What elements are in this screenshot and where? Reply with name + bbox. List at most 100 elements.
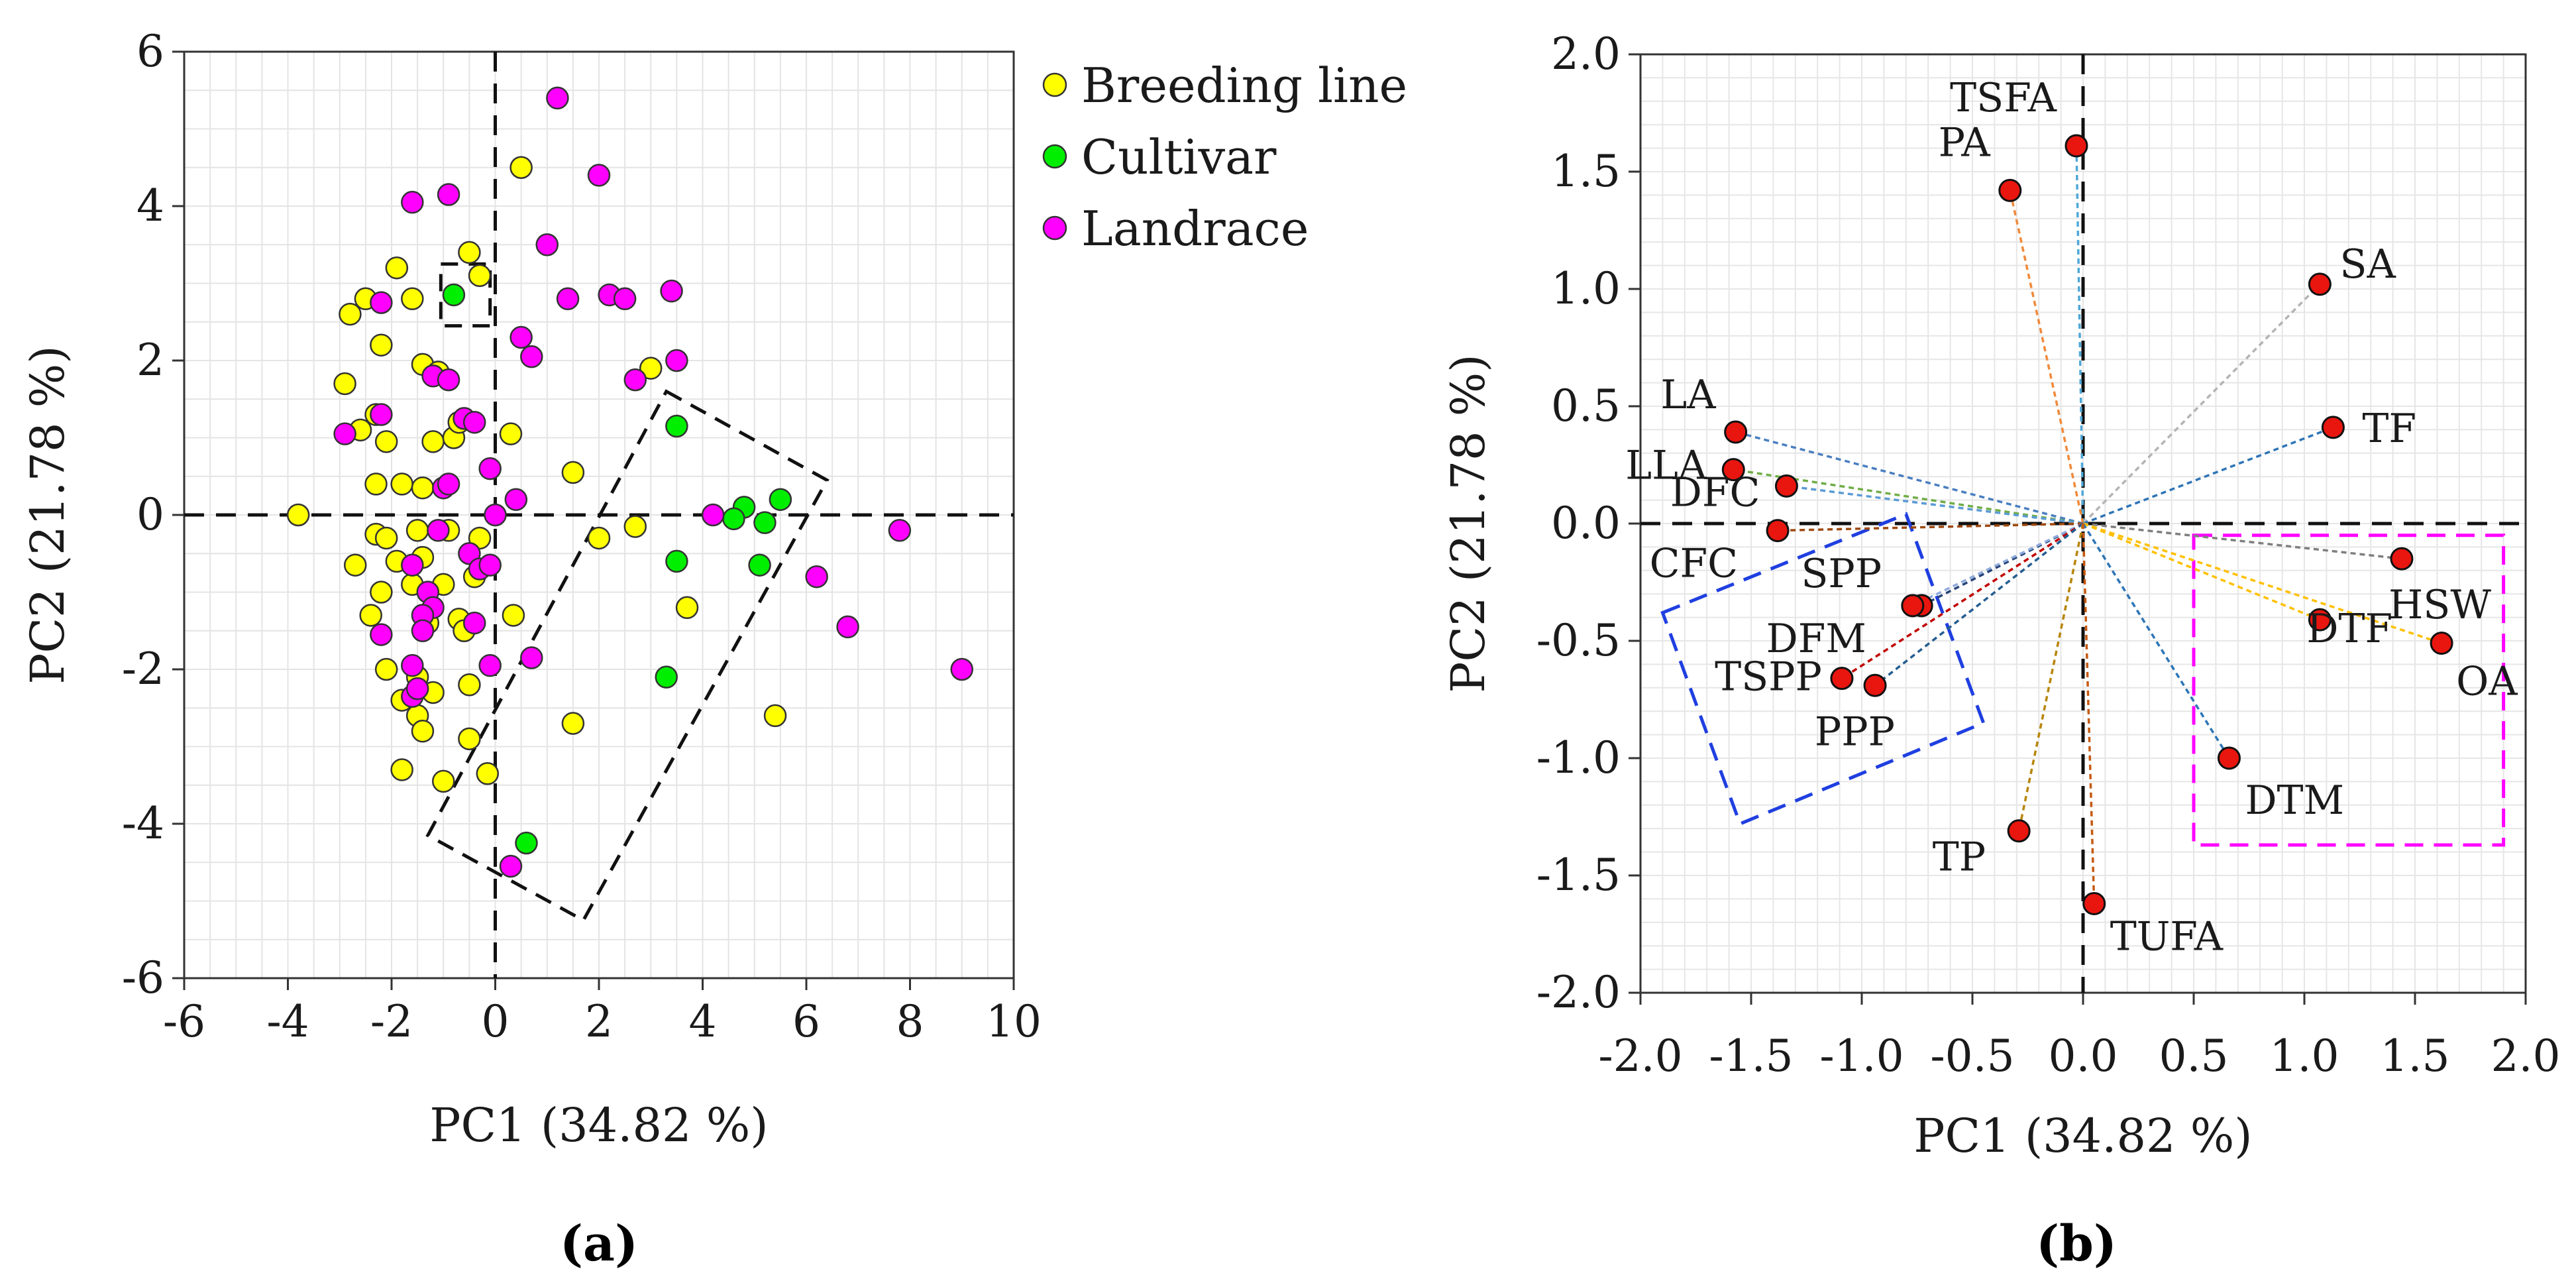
breeding-line-point xyxy=(432,769,455,793)
breeding-line-point xyxy=(374,657,398,681)
landrace-point xyxy=(520,646,543,669)
breeding-line-point xyxy=(476,762,500,785)
legend-marker-landrace xyxy=(1042,215,1067,241)
cultivar-point xyxy=(769,488,792,511)
landrace-point xyxy=(437,183,460,206)
breeding-line-point xyxy=(411,476,435,500)
loading-point-tsfa xyxy=(2065,134,2088,158)
loading-label-la: LA xyxy=(1660,372,1716,418)
breeding-line-point xyxy=(675,596,699,620)
loading-point-pa xyxy=(1998,178,2022,202)
breeding-line-point xyxy=(510,156,533,179)
y-tick-label: 1.0 xyxy=(1551,263,1621,314)
vector-tp xyxy=(2017,523,2084,832)
vector-tspp xyxy=(1841,522,2084,680)
landrace-point xyxy=(660,279,683,303)
landrace-point xyxy=(587,164,611,187)
cultivar-point xyxy=(722,507,745,531)
breeding-line-point xyxy=(370,581,393,604)
vector-tsfa xyxy=(2075,146,2084,524)
landrace-point xyxy=(370,623,393,646)
breeding-line-point xyxy=(587,526,611,550)
x-tick-label: -1.0 xyxy=(1819,1031,1904,1082)
breeding-line-point xyxy=(405,519,429,542)
panel-b-biplot: -2.0 -1.5 -1.0 -0.5 0.0 0.5 1.0 1.5 2.0 2.0 1.5 1.0… xyxy=(1441,28,2560,1272)
landrace-point xyxy=(556,287,580,311)
loading-label-tp: TP xyxy=(1933,834,1986,881)
y-tick-label: 1.5 xyxy=(1551,146,1621,197)
y-tick-label: 0.0 xyxy=(1551,498,1621,549)
breeding-line-point xyxy=(390,758,413,781)
breeding-line-point xyxy=(401,287,424,311)
breeding-line-point xyxy=(286,503,310,527)
y-tick-label: 0 xyxy=(136,489,164,540)
cultivar-point xyxy=(665,414,688,438)
landrace-point xyxy=(478,553,502,577)
landrace-point xyxy=(805,565,828,588)
x-tick-label: -0.5 xyxy=(1930,1031,2014,1082)
vector-dtf xyxy=(2082,522,2321,621)
vector-la xyxy=(1735,431,2084,525)
x-tick-label: 8 xyxy=(896,996,924,1047)
x-tick-label: 1.0 xyxy=(2270,1031,2339,1082)
legend-label-landrace: Landrace xyxy=(1081,201,1309,256)
landrace-point xyxy=(504,488,528,511)
landrace-point xyxy=(478,653,502,677)
landrace-point xyxy=(333,422,356,445)
breeding-line-point xyxy=(502,604,525,627)
cultivar-point xyxy=(753,511,777,534)
y-tick-label: 4 xyxy=(136,180,164,231)
loading-label-tsfa: TSFA xyxy=(1950,75,2057,121)
landrace-point xyxy=(462,611,486,635)
landrace-point xyxy=(401,553,424,577)
breeding-line-point xyxy=(458,727,481,751)
loading-label-tf: TF xyxy=(2362,406,2416,452)
loading-point-dtm xyxy=(2217,746,2241,770)
landrace-point xyxy=(950,657,973,681)
landrace-point xyxy=(401,190,424,214)
annotation-box-small xyxy=(439,262,492,328)
cultivar-point xyxy=(515,831,538,855)
vector-dfc xyxy=(1786,484,2084,525)
x-tick-label: -2 xyxy=(370,996,413,1047)
x-tick-label: 1.5 xyxy=(2381,1031,2450,1082)
loading-point-tp xyxy=(2007,819,2031,843)
x-tick-label: 0.5 xyxy=(2159,1031,2229,1082)
y-tick-label: -4 xyxy=(122,798,164,849)
x-tick-label: -4 xyxy=(266,996,309,1047)
vector-sa xyxy=(2082,283,2321,525)
breeding-line-point xyxy=(458,241,481,264)
x-tick-label: 0.0 xyxy=(2049,1031,2118,1082)
loading-point-tf xyxy=(2321,416,2345,439)
cultivar-point xyxy=(442,283,466,307)
landrace-point xyxy=(437,368,460,392)
landrace-point xyxy=(370,291,393,314)
loading-point-la xyxy=(1724,420,1748,444)
loading-label-dtf: DTF xyxy=(2306,606,2392,652)
loading-point-tufa xyxy=(2082,891,2106,915)
breeding-line-point xyxy=(499,422,523,445)
landrace-point xyxy=(437,473,460,496)
y-tick-label: 2 xyxy=(136,335,164,386)
x-axis-label: PC1 (34.82 %) xyxy=(1913,1109,2252,1163)
loading-label-spp: SPP xyxy=(1801,551,1882,597)
loading-point-lla xyxy=(1721,458,1745,482)
breeding-line-point xyxy=(763,704,787,728)
vector-ppp xyxy=(1874,522,2084,687)
landrace-point xyxy=(623,368,647,392)
loading-point-dfc xyxy=(1774,474,1798,498)
annotation-box-blue xyxy=(1660,512,1986,826)
breeding-line-point xyxy=(458,673,481,697)
landrace-point xyxy=(484,503,507,527)
breeding-line-point xyxy=(374,526,398,550)
legend-marker-breeding-line xyxy=(1042,72,1067,97)
vector-pa xyxy=(2009,190,2084,524)
legend-marker-cultivar xyxy=(1042,144,1067,169)
loading-label-dtm: DTM xyxy=(2245,777,2344,824)
breeding-line-point xyxy=(561,712,585,735)
x-tick-label: 4 xyxy=(689,996,717,1047)
x-tick-label: -2.0 xyxy=(1598,1031,1682,1082)
annotation-box-rotated xyxy=(425,389,830,923)
landrace-point xyxy=(370,403,393,426)
